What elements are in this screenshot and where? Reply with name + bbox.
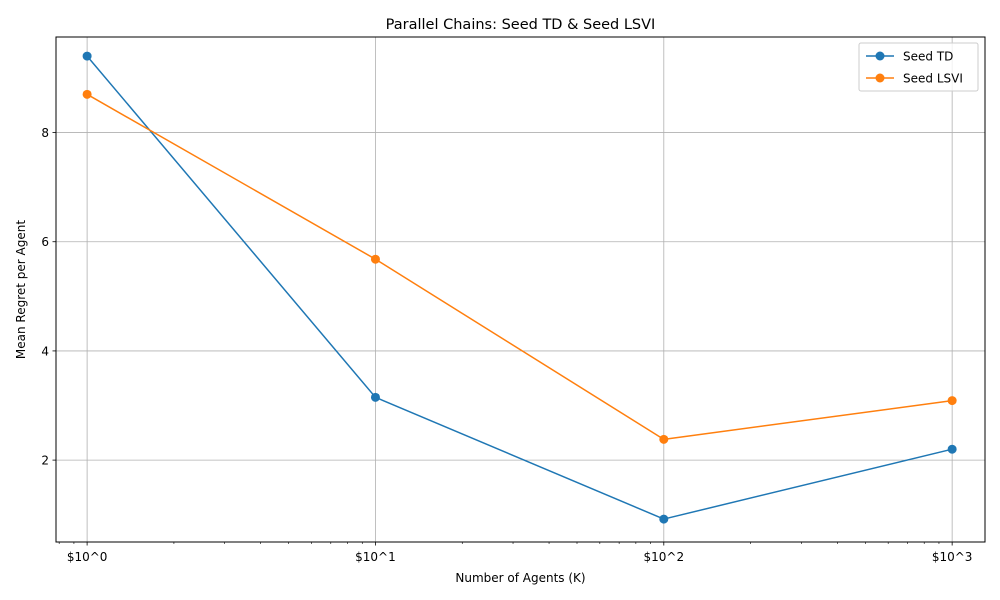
x-tick-label: $10^1: [355, 550, 396, 564]
series-lines: [82, 51, 957, 524]
data-point-seed-lsvi: [947, 396, 957, 406]
data-point-seed-lsvi: [659, 434, 669, 444]
legend-box: [858, 42, 979, 92]
x-tick-label: $10^2: [644, 550, 685, 564]
chart-title: Parallel Chains: Seed TD & Seed LSVI: [386, 17, 656, 33]
y-axis-label: Mean Regret per Agent: [14, 220, 28, 359]
data-point-seed-td: [370, 392, 380, 402]
data-point-seed-td: [659, 514, 669, 524]
data-point-seed-td: [947, 444, 957, 454]
x-axis-label: Number of Agents (K): [455, 571, 585, 585]
plot-frame: [55, 36, 986, 543]
legend-marker-seed-td: [875, 51, 885, 61]
series-line-seed-lsvi: [86, 93, 953, 441]
data-point-seed-lsvi: [370, 254, 380, 264]
x-tick-label: $10^3: [932, 550, 973, 564]
grid: [56, 37, 985, 542]
y-tick-label: 2: [41, 454, 49, 468]
legend-label-seed-lsvi: Seed LSVI: [903, 72, 963, 86]
legend-marker-seed-lsvi: [875, 73, 885, 83]
y-tick-label: 6: [41, 235, 49, 249]
series-line-seed-td: [86, 55, 953, 520]
legend-label-seed-td: Seed TD: [903, 50, 953, 64]
data-point-seed-lsvi: [82, 89, 92, 99]
data-point-seed-td: [82, 51, 92, 61]
legend: Seed TD Seed LSVI: [858, 42, 979, 92]
y-tick-label: 8: [41, 126, 49, 140]
axis-ticks: $10^0 $10^1 $10^2 $10^3 2 4 6 8: [41, 126, 972, 564]
x-tick-label: $10^0: [67, 550, 108, 564]
y-tick-label: 4: [41, 344, 49, 358]
